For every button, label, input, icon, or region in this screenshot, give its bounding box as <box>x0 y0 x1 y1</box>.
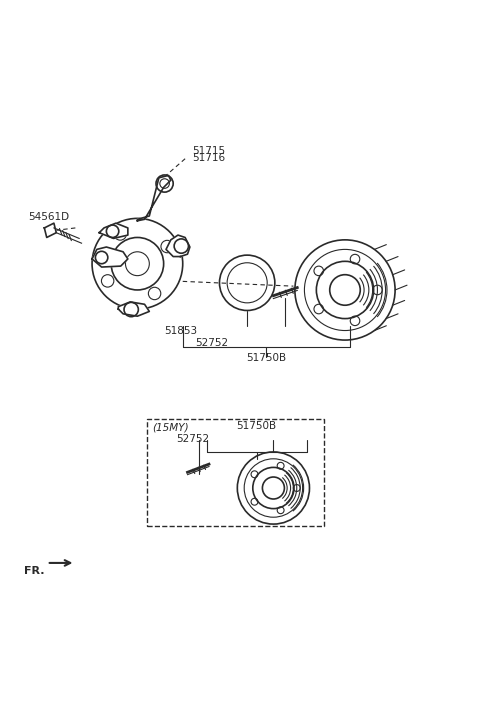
Text: 54561D: 54561D <box>28 213 70 222</box>
Text: 52752: 52752 <box>176 434 209 444</box>
Polygon shape <box>92 247 128 267</box>
Text: 51750B: 51750B <box>237 421 277 431</box>
Text: (15MY): (15MY) <box>152 422 188 432</box>
Polygon shape <box>99 223 128 239</box>
Text: 51715: 51715 <box>192 146 226 156</box>
Text: 51750B: 51750B <box>246 353 286 363</box>
Text: 51716: 51716 <box>192 153 226 163</box>
Polygon shape <box>137 175 171 221</box>
Text: FR.: FR. <box>24 565 44 576</box>
Text: 51853: 51853 <box>164 325 197 336</box>
Text: 52752: 52752 <box>195 339 228 348</box>
Polygon shape <box>118 302 149 316</box>
Polygon shape <box>166 235 190 256</box>
Polygon shape <box>44 223 56 237</box>
